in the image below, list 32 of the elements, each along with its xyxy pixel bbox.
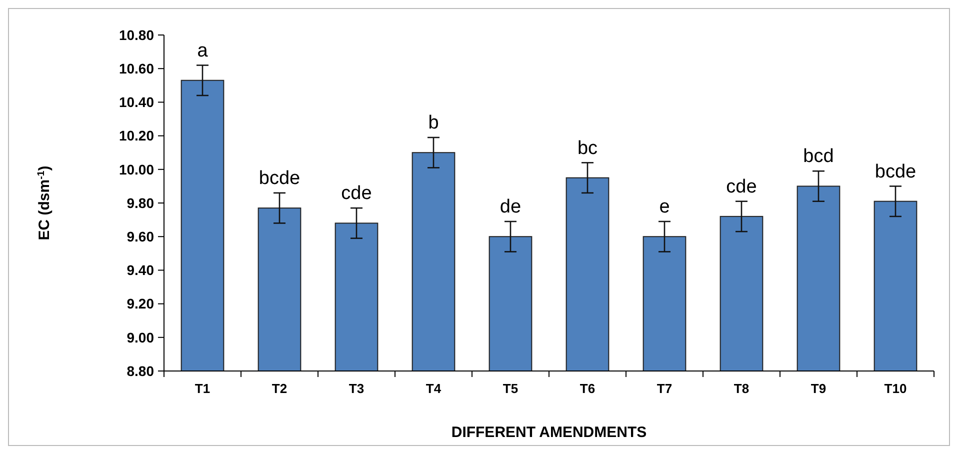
- annotation: bcde: [874, 161, 916, 182]
- x-tick-label: T2: [272, 381, 288, 396]
- y-tick-label: 9.80: [126, 194, 154, 211]
- x-tick-label: T9: [810, 381, 826, 396]
- annotation: bcd: [803, 146, 834, 168]
- annotation: bc: [577, 138, 598, 159]
- y-tick-label: 10.20: [118, 128, 154, 144]
- x-tick-label: T1: [194, 381, 210, 396]
- y-tick-label: 9.20: [126, 296, 154, 312]
- x-tick-label: T5: [502, 381, 518, 396]
- x-axis-title: DIFFERENT AMENDMENTS: [451, 424, 647, 441]
- x-tick-label: T6: [580, 381, 596, 396]
- annotation: b: [428, 112, 439, 134]
- x-tick-label: T10: [884, 381, 907, 396]
- annotation: bcde: [258, 168, 300, 190]
- annotation: e: [659, 196, 670, 218]
- x-tick-label: T8: [734, 381, 750, 396]
- y-tick-label: 10.00: [118, 161, 154, 178]
- x-tick-label: T3: [348, 381, 364, 396]
- y-tick-label: 9.60: [126, 228, 154, 244]
- y-tick-label: 8.80: [126, 362, 154, 379]
- annotation: de: [500, 196, 522, 218]
- annotation: cde: [726, 176, 757, 198]
- x-tick-label: T7: [656, 381, 672, 396]
- annotation: a: [197, 40, 208, 62]
- y-tick-label: 9.00: [126, 329, 154, 346]
- y-tick-label: 9.40: [126, 262, 154, 278]
- y-tick-label: 10.40: [118, 94, 154, 110]
- annotation: cde: [341, 183, 372, 204]
- y-tick-label: 10.60: [118, 60, 154, 76]
- y-tick-label: 10.80: [118, 26, 154, 43]
- x-tick-label: T4: [426, 381, 442, 396]
